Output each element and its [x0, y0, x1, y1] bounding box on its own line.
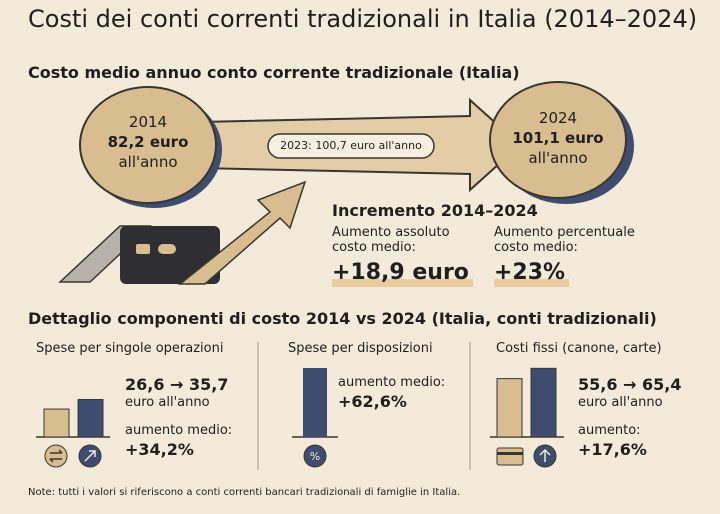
card	[120, 226, 220, 284]
panel-increase-label: aumento medio:	[125, 423, 233, 438]
panel-range: 26,6 → 35,7	[125, 375, 229, 394]
bar	[43, 408, 70, 438]
midpoint-pill	[267, 133, 435, 159]
title: Costi dei conti correnti tradizionali in…	[28, 5, 698, 33]
bar	[77, 399, 104, 438]
bar	[530, 367, 557, 438]
icon	[49, 449, 63, 463]
percent-value: +23%	[494, 260, 570, 287]
absolute-label: Aumento assoluto costo medio:	[332, 225, 450, 255]
breakdown-title: Dettaglio componenti di costo 2014 vs 20…	[28, 309, 657, 328]
absolute-value: +18,9 euro	[332, 260, 473, 287]
bar	[496, 378, 523, 438]
panel-title: Spese per disposizioni	[288, 341, 433, 356]
icon	[303, 444, 327, 468]
panel-title: Costi fissi (canone, carte)	[496, 341, 662, 356]
start-unit: all'anno	[118, 153, 178, 171]
panel-increase: +17,6%	[578, 440, 647, 459]
start-circle	[79, 86, 217, 204]
panel-title: Spese per singole operazioni	[36, 341, 224, 356]
start-amount: 82,2 euro	[107, 133, 189, 151]
percent-label: Aumento percentuale costo medio:	[494, 225, 635, 255]
icon	[44, 444, 68, 468]
panel-unit: euro all'anno	[125, 395, 210, 410]
panel-increase: +34,2%	[125, 440, 194, 459]
icon	[496, 447, 524, 466]
start-year: 2014	[128, 113, 168, 131]
panel-increase: +62,6%	[338, 392, 407, 411]
card-chip	[136, 244, 150, 254]
end-amount: 101,1 euro	[512, 129, 604, 147]
panel-increase-label: aumento:	[578, 423, 641, 438]
icon	[539, 448, 551, 462]
rising-arrow	[177, 180, 307, 285]
card-chip	[158, 244, 176, 254]
panel-unit: euro all'anno	[578, 395, 663, 410]
subtitle: Costo medio annuo conto corrente tradizi…	[28, 63, 520, 82]
end-unit: all'anno	[528, 149, 588, 167]
note: Note: tutti i valori si riferiscono a co…	[28, 487, 461, 498]
end-circle	[489, 81, 627, 199]
bar	[303, 368, 327, 437]
icon	[84, 450, 96, 462]
panel-range: 55,6 → 65,4	[578, 375, 682, 394]
midpoint-label: 2023: 100,7 euro all'anno	[280, 139, 422, 152]
icon: %	[310, 450, 320, 463]
increment-title: Incremento 2014–2024	[332, 201, 538, 220]
end-year: 2024	[538, 109, 578, 127]
icon	[497, 452, 523, 455]
panel-increase-label: aumento medio:	[338, 375, 446, 390]
